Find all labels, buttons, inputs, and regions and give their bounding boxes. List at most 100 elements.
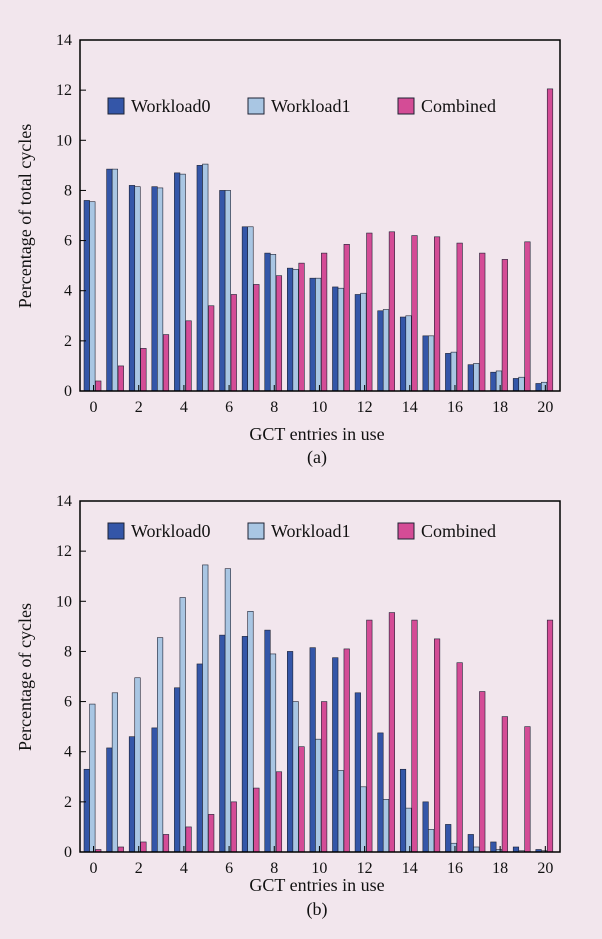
chart-b-bar-workload1 bbox=[269, 653, 277, 853]
chart-a-ytick-label: 14 bbox=[56, 32, 72, 49]
chart-b-xlabel: GCT entries in use bbox=[249, 875, 384, 895]
chart-b-bar-workload1 bbox=[337, 770, 344, 853]
chart-a-bar-workload0 bbox=[445, 353, 452, 392]
chart-b-legend-swatch-workload1 bbox=[247, 522, 265, 540]
chart-a-ytick-label: 10 bbox=[56, 132, 72, 149]
chart-b-xtick-label: 6 bbox=[225, 860, 233, 877]
chart-a-xtick-label: 10 bbox=[311, 399, 327, 416]
chart-a-xtick-label: 0 bbox=[90, 399, 98, 416]
chart-b-legend-swatch-combined bbox=[397, 522, 415, 540]
chart-b-xtick-label: 10 bbox=[311, 860, 327, 877]
chart-a-bar-workload0 bbox=[399, 316, 407, 392]
chart-a-ytick-label: 2 bbox=[64, 333, 72, 350]
chart-a-bar-workload1 bbox=[315, 277, 322, 392]
chart-b-bar-combined bbox=[230, 801, 237, 853]
chart-a-bar-workload1 bbox=[202, 163, 209, 392]
chart-b-bar-workload0 bbox=[332, 657, 339, 853]
chart-a-ytick-label: 0 bbox=[64, 383, 72, 400]
chart-b-bar-combined bbox=[479, 691, 486, 853]
chart-a-bar-workload0 bbox=[377, 310, 384, 392]
chart-a-bar-combined bbox=[546, 88, 554, 392]
chart-a-bar-workload1 bbox=[292, 269, 299, 392]
chart-b-bar-workload1 bbox=[134, 677, 141, 853]
chart-a-bar-combined bbox=[501, 259, 508, 392]
chart-a-xtick-label: 4 bbox=[180, 399, 188, 416]
chart-b-ytick-label: 14 bbox=[56, 493, 72, 510]
chart-b-legend: Workload0 Workload1 Combined bbox=[107, 521, 496, 541]
chart-a-bar-workload0 bbox=[151, 186, 158, 392]
chart-a-ylabel: Percentage of total cycles bbox=[15, 124, 35, 308]
chart-b-bar-workload1 bbox=[179, 597, 186, 853]
chart-a-ytick-label: 6 bbox=[64, 233, 72, 250]
chart-b-bar-combined bbox=[388, 612, 395, 853]
chart-b-bar-combined bbox=[366, 619, 373, 853]
chart-a-panel-label: (a) bbox=[307, 447, 327, 468]
chart-b-bar-workload0 bbox=[196, 663, 203, 853]
chart-b-bar-workload0 bbox=[467, 834, 474, 853]
chart-a-bar-workload1 bbox=[518, 376, 525, 392]
chart-b-bar-workload1 bbox=[157, 637, 164, 853]
chart-b-bar-combined bbox=[185, 826, 192, 853]
chart-b-xtick-label: 4 bbox=[180, 860, 188, 877]
chart-b-ytick-label: 6 bbox=[64, 694, 72, 711]
chart-a-bar-workload0 bbox=[219, 190, 226, 392]
chart-b-bar-combined bbox=[117, 846, 124, 853]
chart-a-bar-combined bbox=[208, 305, 215, 392]
chart-b-bar-combined bbox=[411, 619, 418, 853]
chart-b-bar-workload0 bbox=[377, 732, 384, 853]
chart-b-bar-workload1 bbox=[450, 842, 457, 853]
chart-b-bar-combined bbox=[162, 834, 170, 853]
chart-a-bar-workload0 bbox=[196, 165, 203, 392]
chart-a-plot-frame bbox=[79, 39, 561, 392]
chart-b-bar-workload1 bbox=[247, 611, 254, 853]
chart-a-bar-workload0 bbox=[106, 168, 113, 392]
chart-a-bar-combined bbox=[298, 262, 305, 392]
chart-b-bar-workload1 bbox=[111, 692, 118, 853]
chart-a-bar-combined bbox=[411, 235, 418, 392]
chart-a-bar-workload0 bbox=[467, 364, 474, 392]
chart-a-bar-workload0 bbox=[309, 277, 316, 392]
chart-a-legend-swatch-workload0 bbox=[107, 97, 125, 115]
chart-a-bar-workload1 bbox=[157, 187, 164, 392]
chart-b-bar-workload0 bbox=[422, 801, 429, 853]
chart-a-bar-combined bbox=[185, 320, 192, 392]
chart-b-bar-combined bbox=[343, 648, 350, 853]
chart-a-bar-combined bbox=[434, 236, 441, 392]
chart-b-bar-workload0 bbox=[399, 768, 407, 853]
chart-a-bar-combined bbox=[321, 252, 328, 392]
chart-a-bar-workload1 bbox=[495, 370, 502, 392]
chart-a-bar-combined bbox=[95, 380, 102, 392]
chart-b-bar-workload0 bbox=[287, 651, 294, 853]
chart-b-bar-workload1 bbox=[428, 829, 435, 853]
chart-b-bar-combined bbox=[321, 701, 328, 853]
chart-a-legend-swatch-workload1 bbox=[247, 97, 265, 115]
chart-a-legend-label-workload1: Workload1 bbox=[271, 96, 351, 116]
chart-a-bar-workload1 bbox=[337, 287, 344, 392]
chart-a-xtick-label: 18 bbox=[492, 399, 508, 416]
chart-b-xtick-label: 2 bbox=[135, 860, 143, 877]
chart-a-bar-workload0 bbox=[422, 335, 429, 392]
chart-b-ytick-label: 10 bbox=[56, 593, 72, 610]
chart-b-bar-combined bbox=[208, 814, 215, 853]
chart-a-xtick-label: 14 bbox=[402, 399, 418, 416]
chart-b-bar-workload1 bbox=[89, 703, 96, 853]
chart-b-ytick-label: 4 bbox=[64, 744, 72, 761]
chart-a-bar-workload0 bbox=[264, 252, 271, 392]
chart-a-bar-workload1 bbox=[428, 335, 435, 392]
chart-b-bar-workload1 bbox=[382, 799, 390, 853]
chart-a-xtick-label: 20 bbox=[537, 399, 553, 416]
chart-b-bar-combined bbox=[501, 716, 508, 853]
chart-a-bar-workload1 bbox=[247, 226, 254, 392]
chart-a-bar-combined bbox=[117, 365, 124, 392]
chart-b-bar-workload0 bbox=[151, 727, 158, 853]
chart-b-bar-workload1 bbox=[360, 786, 367, 853]
chart-a-bar-workload0 bbox=[128, 185, 136, 392]
chart-b-bar-workload0 bbox=[83, 768, 90, 853]
chart-b-bar-combined bbox=[456, 662, 463, 853]
chart-a-bar-workload0 bbox=[83, 200, 90, 392]
chart-a-bar-combined bbox=[479, 252, 486, 392]
chart-b-xtick-label: 18 bbox=[492, 860, 508, 877]
chart-b-x-axis: 0 2 4 6 8 10 12 14 16 18 20 bbox=[90, 846, 553, 877]
chart-b-bar-workload0 bbox=[490, 841, 497, 853]
